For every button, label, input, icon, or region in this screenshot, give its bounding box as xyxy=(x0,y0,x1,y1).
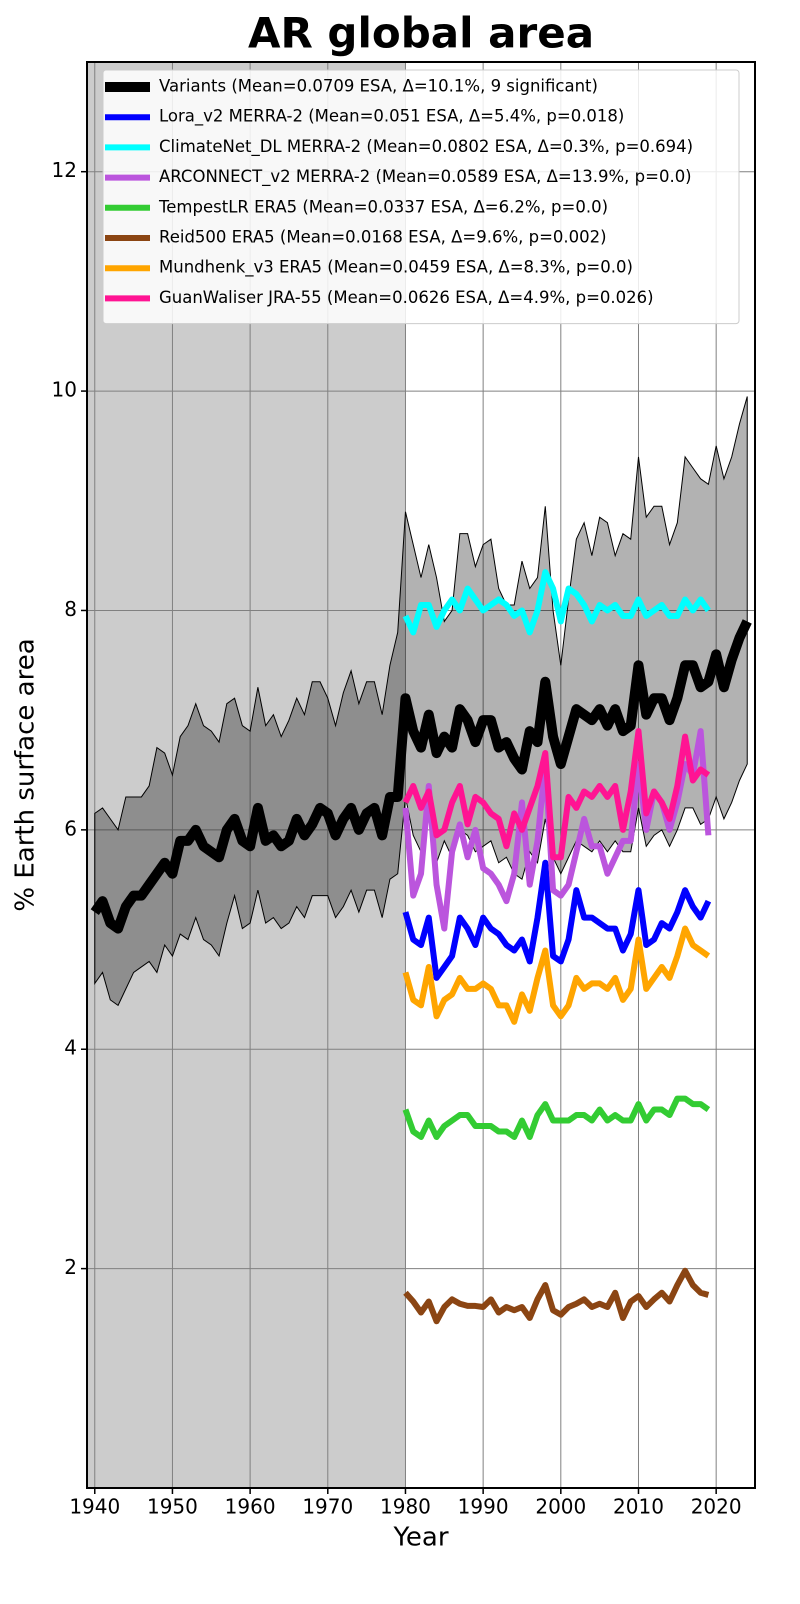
series-line xyxy=(90,619,752,934)
x-tick-label: 1970 xyxy=(302,1495,353,1519)
y-tick-label: 6 xyxy=(64,816,77,840)
legend-label: GuanWaliser JRA-55 (Mean=0.0626 ESA, Δ=4… xyxy=(159,288,654,307)
legend-box xyxy=(102,69,740,325)
x-tick-label: 1940 xyxy=(69,1495,120,1519)
series-line xyxy=(402,925,711,1025)
y-tick-label: 4 xyxy=(64,1036,77,1060)
y-tick-label: 10 xyxy=(52,378,77,402)
legend-label: Lora_v2 MERRA-2 (Mean=0.051 ESA, Δ=5.4%,… xyxy=(159,107,624,127)
y-tick-label: 8 xyxy=(64,597,77,621)
plot-frame xyxy=(86,61,756,1489)
series-line xyxy=(403,1267,710,1325)
legend: Variants (Mean=0.0709 ESA, Δ=10.1%, 9 si… xyxy=(102,69,740,325)
x-tick-label: 2010 xyxy=(613,1495,664,1519)
y-axis-label: % Earth surface area xyxy=(11,638,41,911)
chart-title: AR global area xyxy=(248,9,594,58)
series-line xyxy=(402,1095,711,1140)
x-tick-label: 2020 xyxy=(691,1495,742,1519)
x-axis-label: Year xyxy=(392,1523,448,1553)
series-line xyxy=(402,728,711,861)
y-tick-label: 12 xyxy=(52,158,77,182)
axes: 1940 1950 1960 1970 1980 1990 2000 2010 2020 2 4 6 8… xyxy=(52,61,756,1519)
legend-label: ClimateNet_DL MERRA-2 (Mean=0.0802 ESA, … xyxy=(159,137,693,157)
x-tick-label: 2000 xyxy=(535,1495,586,1519)
x-tick-label: 1950 xyxy=(147,1495,198,1519)
series-line xyxy=(402,569,711,636)
legend-label: TempestLR ERA5 (Mean=0.0337 ESA, Δ=6.2%,… xyxy=(158,197,608,216)
x-tick-label: 1980 xyxy=(380,1495,431,1519)
x-tick-label: 1990 xyxy=(458,1495,509,1519)
range-band xyxy=(94,396,748,1007)
legend-label: Mundhenk_v3 ERA5 (Mean=0.0459 ESA, Δ=8.3… xyxy=(159,258,633,278)
legend-label: Reid500 ERA5 (Mean=0.0168 ESA, Δ=9.6%, p… xyxy=(159,228,607,247)
legend-label: ARCONNECT_v2 MERRA-2 (Mean=0.0589 ESA, Δ… xyxy=(159,167,692,187)
series-line xyxy=(402,859,712,981)
legend-label: Variants (Mean=0.0709 ESA, Δ=10.1%, 9 si… xyxy=(159,77,598,96)
x-tick-label: 1960 xyxy=(225,1495,276,1519)
y-tick-label: 2 xyxy=(64,1255,77,1279)
